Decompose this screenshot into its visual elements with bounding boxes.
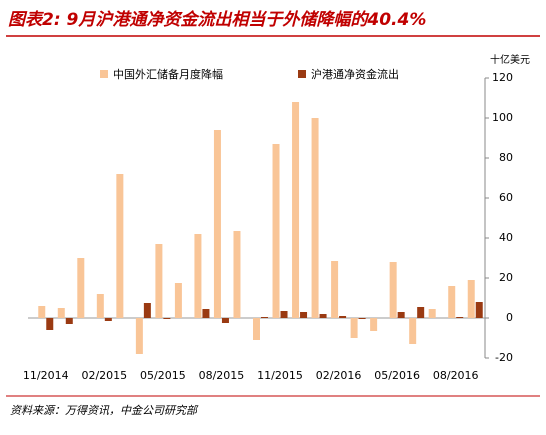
bar <box>135 318 143 354</box>
bar <box>261 317 268 318</box>
bar <box>319 314 327 318</box>
bar <box>77 258 85 318</box>
y-tick-label: 40 <box>499 231 513 244</box>
bar <box>409 318 417 344</box>
x-tick-label: 02/2016 <box>316 369 362 382</box>
x-tick-label: 11/2014 <box>23 369 69 382</box>
bar <box>280 311 288 318</box>
legend-label: 沪港通净资金流出 <box>311 67 399 81</box>
x-tick-label: 11/2015 <box>257 369 303 382</box>
x-tick-label: 05/2016 <box>374 369 420 382</box>
bar <box>467 280 475 318</box>
y-tick-label: 20 <box>499 271 513 284</box>
bar <box>428 309 436 318</box>
bar <box>350 318 358 338</box>
bar <box>389 262 397 318</box>
bar <box>370 318 378 331</box>
bar <box>475 302 483 318</box>
bar <box>358 318 366 319</box>
bar <box>233 231 241 318</box>
bar <box>331 261 339 318</box>
bar <box>397 312 405 318</box>
bar <box>272 144 280 318</box>
bar <box>292 102 300 318</box>
chart-title: 图表2: 9月沪港通净资金流出相当于外储降幅的40.4% <box>8 10 426 30</box>
bar <box>456 317 464 318</box>
bar <box>213 130 221 318</box>
x-tick-label: 08/2015 <box>199 369 245 382</box>
bar <box>417 307 425 318</box>
bar <box>57 308 65 318</box>
bar <box>155 244 163 318</box>
bar <box>116 174 124 318</box>
legend-label: 中国外汇储备月度降幅 <box>113 67 223 81</box>
y-tick-label: -20 <box>495 351 513 364</box>
bar <box>174 283 182 318</box>
bar <box>46 318 54 330</box>
bar <box>311 118 319 318</box>
y-tick-label: 60 <box>499 191 513 204</box>
bar <box>65 318 73 324</box>
x-tick-label: 05/2015 <box>140 369 186 382</box>
x-tick-label: 02/2015 <box>81 369 127 382</box>
x-tick-label: 08/2016 <box>433 369 479 382</box>
bar <box>38 306 46 318</box>
bar <box>339 316 347 318</box>
y-tick-label: 0 <box>506 311 513 324</box>
bar <box>143 303 151 318</box>
source: 资料来源：万得资讯，中金公司研究部 <box>10 404 199 417</box>
bar <box>300 312 308 318</box>
bar <box>104 318 112 321</box>
bar <box>253 318 260 340</box>
bar <box>194 234 202 318</box>
y-unit: 十亿美元 <box>490 53 530 66</box>
bar <box>202 309 210 318</box>
bar <box>96 294 104 318</box>
bar <box>448 286 456 318</box>
y-tick-label: 80 <box>499 151 513 164</box>
legend-swatch <box>100 70 108 78</box>
y-tick-label: 100 <box>492 111 513 124</box>
bar <box>221 318 229 323</box>
legend-swatch <box>298 70 306 78</box>
y-tick-label: 120 <box>492 71 513 84</box>
bar <box>163 318 171 319</box>
